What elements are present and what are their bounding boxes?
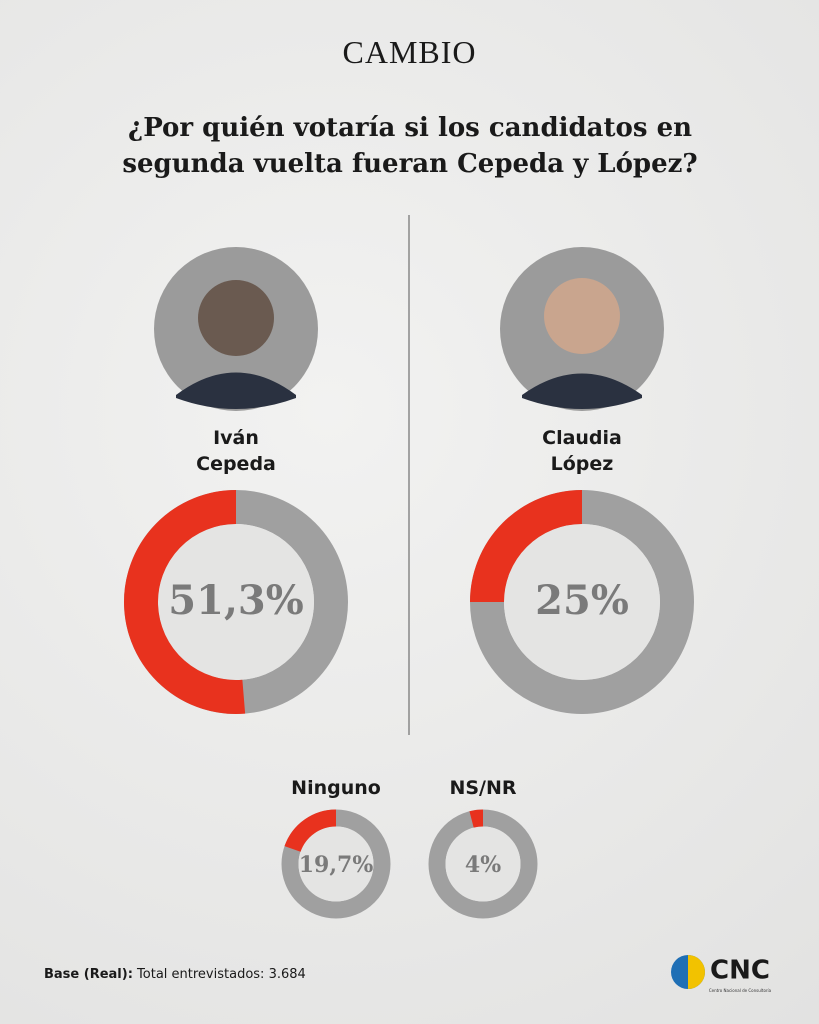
donut-segment — [284, 809, 337, 853]
chart-title: Iván Cepeda — [196, 427, 276, 475]
value-label: 25% — [535, 577, 629, 624]
value-label: 51,3% — [168, 577, 303, 624]
logo-icon-half — [688, 955, 705, 989]
footer: Base (Real): Total entrevistados: 3.684 — [44, 967, 306, 982]
logo: CNC — [710, 956, 770, 986]
candidate-photo-body — [522, 373, 642, 409]
chart-title: Claudia López — [542, 427, 622, 475]
value-label: 19,7% — [299, 852, 374, 878]
donut-center — [504, 524, 660, 680]
donut-segment — [470, 490, 583, 603]
logo-subtitle: Centro Nacional de Consultoría — [709, 988, 772, 993]
base-text: Total entrevistados: 3.684 — [137, 967, 306, 982]
candidate-photo-body — [176, 372, 296, 409]
brand: CAMBIO — [342, 34, 477, 70]
candidate-photo-face — [544, 278, 620, 354]
candidate-photo-face — [198, 280, 274, 356]
donut-center — [158, 524, 314, 680]
donut-center — [298, 826, 374, 902]
chart-title: NS/NR — [449, 777, 517, 799]
donut-segment — [469, 809, 484, 828]
donut-center — [445, 826, 521, 902]
value-label: 4% — [465, 852, 501, 878]
base-label: Base (Real): — [44, 967, 133, 982]
chart-title: Ninguno — [291, 777, 381, 799]
title: ¿Por quién votaría si los candidatos en … — [122, 113, 698, 179]
donut-segment — [124, 490, 246, 714]
